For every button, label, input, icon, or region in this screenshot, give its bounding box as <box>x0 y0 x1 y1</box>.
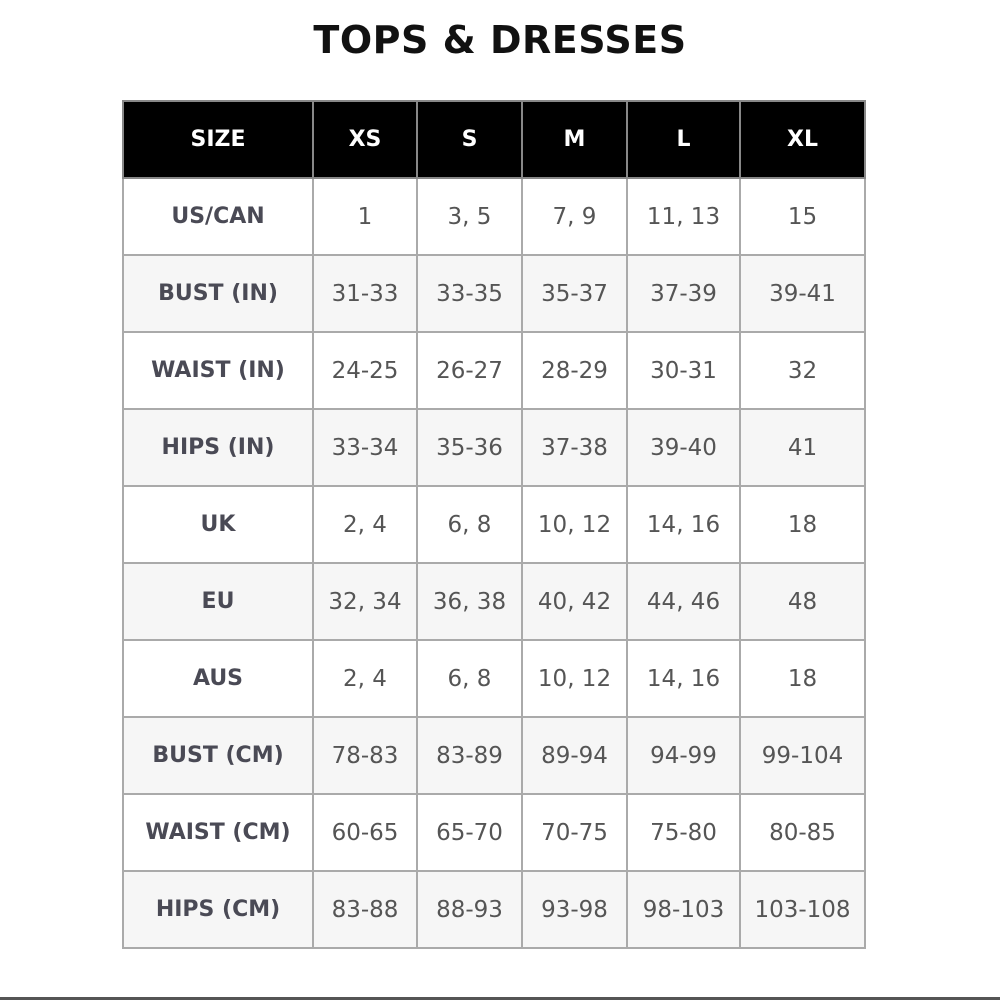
header-row: SIZE XS S M L XL <box>122 100 866 179</box>
header-cell: L <box>626 100 741 179</box>
row-header: HIPS (CM) <box>122 870 314 949</box>
table-cell: 39-40 <box>626 408 741 487</box>
table-row: BUST (CM) 78-83 83-89 89-94 94-99 99-104 <box>122 716 866 795</box>
table-cell: 33-34 <box>312 408 418 487</box>
table-cell: 83-88 <box>312 870 418 949</box>
table-cell: 32 <box>739 331 866 410</box>
table-cell: 18 <box>739 485 866 564</box>
table-cell: 24-25 <box>312 331 418 410</box>
title: TOPS & DRESSES <box>313 18 687 62</box>
table-cell: 78-83 <box>312 716 418 795</box>
table-cell: 103-108 <box>739 870 866 949</box>
header-cell: M <box>521 100 628 179</box>
row-header: WAIST (IN) <box>122 331 314 410</box>
table-cell: 28-29 <box>521 331 628 410</box>
table-row: UK 2, 4 6, 8 10, 12 14, 16 18 <box>122 485 866 564</box>
table-cell: 15 <box>739 177 866 256</box>
table-cell: 36, 38 <box>416 562 523 641</box>
table-cell: 10, 12 <box>521 639 628 718</box>
table-cell: 75-80 <box>626 793 741 872</box>
table-cell: 33-35 <box>416 254 523 333</box>
table-cell: 31-33 <box>312 254 418 333</box>
row-header: UK <box>122 485 314 564</box>
table-row: WAIST (IN) 24-25 26-27 28-29 30-31 32 <box>122 331 866 410</box>
table-cell: 41 <box>739 408 866 487</box>
table-cell: 35-36 <box>416 408 523 487</box>
table-row: EU 32, 34 36, 38 40, 42 44, 46 48 <box>122 562 866 641</box>
table-cell: 39-41 <box>739 254 866 333</box>
table-cell: 2, 4 <box>312 485 418 564</box>
table-cell: 98-103 <box>626 870 741 949</box>
table-row: AUS 2, 4 6, 8 10, 12 14, 16 18 <box>122 639 866 718</box>
row-header: BUST (IN) <box>122 254 314 333</box>
table-row: HIPS (CM) 83-88 88-93 93-98 98-103 103-108 <box>122 870 866 949</box>
header-cell: SIZE <box>122 100 314 179</box>
table-cell: 3, 5 <box>416 177 523 256</box>
table-cell: 6, 8 <box>416 485 523 564</box>
table-cell: 94-99 <box>626 716 741 795</box>
table-cell: 99-104 <box>739 716 866 795</box>
table-cell: 18 <box>739 639 866 718</box>
header-cell: S <box>416 100 523 179</box>
header-cell: XL <box>739 100 866 179</box>
table-cell: 44, 46 <box>626 562 741 641</box>
table-row: US/CAN 1 3, 5 7, 9 11, 13 15 <box>122 177 866 256</box>
table-cell: 93-98 <box>521 870 628 949</box>
table-cell: 30-31 <box>626 331 741 410</box>
table-row: HIPS (IN) 33-34 35-36 37-38 39-40 41 <box>122 408 866 487</box>
header-cell: XS <box>312 100 418 179</box>
table-cell: 60-65 <box>312 793 418 872</box>
table-cell: 40, 42 <box>521 562 628 641</box>
row-header: BUST (CM) <box>122 716 314 795</box>
row-header: EU <box>122 562 314 641</box>
table-cell: 80-85 <box>739 793 866 872</box>
table-cell: 37-39 <box>626 254 741 333</box>
table-cell: 83-89 <box>416 716 523 795</box>
row-header: WAIST (CM) <box>122 793 314 872</box>
table-cell: 6, 8 <box>416 639 523 718</box>
table-cell: 70-75 <box>521 793 628 872</box>
table-cell: 88-93 <box>416 870 523 949</box>
table-cell: 65-70 <box>416 793 523 872</box>
table-cell: 32, 34 <box>312 562 418 641</box>
row-header: HIPS (IN) <box>122 408 314 487</box>
table-cell: 48 <box>739 562 866 641</box>
table-cell: 26-27 <box>416 331 523 410</box>
table-cell: 2, 4 <box>312 639 418 718</box>
table-cell: 7, 9 <box>521 177 628 256</box>
table-row: WAIST (CM) 60-65 65-70 70-75 75-80 80-85 <box>122 793 866 872</box>
table-cell: 10, 12 <box>521 485 628 564</box>
row-header: AUS <box>122 639 314 718</box>
table-cell: 37-38 <box>521 408 628 487</box>
size-table: SIZE XS S M L XL US/CAN 1 3, 5 7, 9 11, 13 15 BUST … <box>122 100 866 949</box>
table-cell: 35-37 <box>521 254 628 333</box>
bottom-rule <box>0 997 1000 1000</box>
row-header: US/CAN <box>122 177 314 256</box>
table-cell: 89-94 <box>521 716 628 795</box>
table-cell: 11, 13 <box>626 177 741 256</box>
table-cell: 14, 16 <box>626 485 741 564</box>
table-row: BUST (IN) 31-33 33-35 35-37 37-39 39-41 <box>122 254 866 333</box>
table-cell: 1 <box>312 177 418 256</box>
table-cell: 14, 16 <box>626 639 741 718</box>
